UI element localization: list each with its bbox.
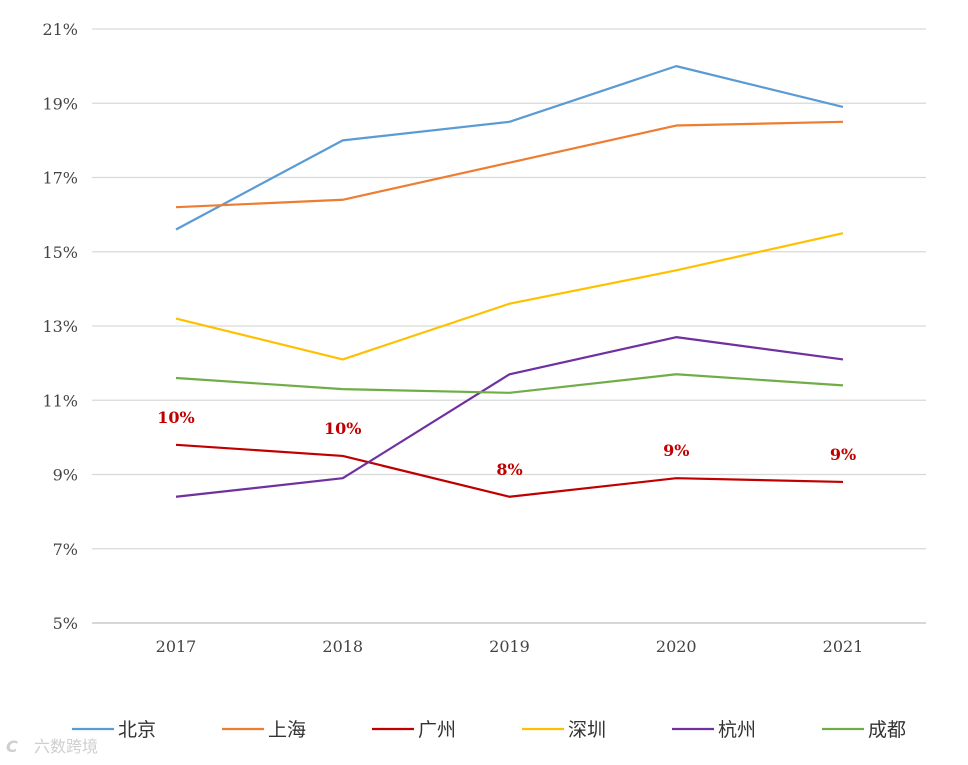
x-tick-label: 2017 <box>156 637 197 656</box>
y-tick-label: 11% <box>42 391 78 410</box>
legend-label: 北京 <box>118 719 156 741</box>
x-tick-label: 2020 <box>656 637 697 656</box>
x-axis-ticks: 2017 2018 2019 2020 2021 <box>156 637 864 656</box>
y-tick-label: 15% <box>42 243 78 262</box>
legend-label: 深圳 <box>568 719 606 741</box>
legend-label: 上海 <box>268 719 306 741</box>
series-line-上海 <box>175 120 844 209</box>
series-line-北京 <box>175 65 844 231</box>
watermark-text: 六数跨境 <box>34 737 99 756</box>
data-label: 10% <box>324 419 361 438</box>
series-line-广州 <box>175 443 844 498</box>
y-tick-label: 21% <box>42 20 78 39</box>
legend: 北京 上海 广州 深圳 杭州 成都 <box>72 719 906 741</box>
series-line-杭州 <box>175 336 844 498</box>
data-labels: 10% 10% 8% 9% 9% <box>157 408 856 479</box>
x-tick-label: 2018 <box>322 637 363 656</box>
y-tick-label: 17% <box>42 169 78 188</box>
y-tick-label: 19% <box>42 94 78 113</box>
series-line-深圳 <box>175 232 844 361</box>
series-line-成都 <box>175 373 844 394</box>
grid-lines <box>92 28 926 624</box>
y-tick-label: 7% <box>53 540 78 559</box>
legend-label: 广州 <box>418 719 456 741</box>
y-tick-label: 9% <box>53 466 78 485</box>
series-lines <box>175 65 844 498</box>
data-label: 10% <box>157 408 194 427</box>
data-label: 9% <box>830 445 856 464</box>
watermark: C 六数跨境 <box>6 733 98 757</box>
data-label: 8% <box>496 460 522 479</box>
legend-label: 杭州 <box>718 719 756 741</box>
watermark-logo-icon: C <box>6 737 18 756</box>
x-tick-label: 2021 <box>823 637 864 656</box>
y-tick-label: 5% <box>53 614 78 633</box>
data-label: 9% <box>663 441 689 460</box>
y-tick-label: 13% <box>42 317 78 336</box>
y-axis-ticks: 5% 7% 9% 11% 13% 15% 17% 19% 21% <box>42 20 78 633</box>
legend-label: 成都 <box>868 719 906 741</box>
x-tick-label: 2019 <box>489 637 530 656</box>
